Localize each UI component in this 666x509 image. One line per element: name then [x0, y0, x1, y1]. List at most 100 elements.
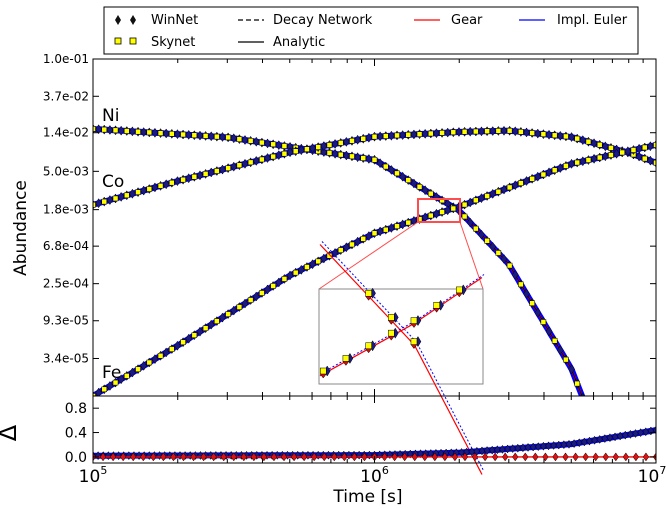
legend-decay-network-label: Decay Network — [273, 13, 373, 28]
skynet-point-co — [596, 142, 603, 148]
winnet-point-co — [264, 153, 271, 163]
winnet-point-ni — [95, 124, 102, 135]
winnet-point-ni — [185, 129, 193, 140]
skynet-point-fe — [191, 332, 198, 338]
winnet-point-co — [478, 126, 485, 137]
winnet-point-ni — [580, 392, 585, 396]
skynet-point-co — [428, 130, 434, 137]
winnet-point-fe — [590, 153, 598, 164]
skynet-point-fe — [236, 304, 243, 310]
winnet-point-co — [579, 135, 587, 146]
residual-point-impl-euler — [622, 430, 629, 440]
skynet-point-fe — [247, 297, 254, 303]
winnet-point-co — [388, 130, 395, 141]
residual-point-gear — [411, 452, 418, 462]
skynet-point-fe — [585, 157, 592, 163]
residual-point-impl-euler — [571, 439, 578, 449]
residual-point-gear — [140, 452, 147, 462]
winnet-point-fe — [635, 143, 643, 154]
skynet-point-co — [93, 202, 96, 208]
winnet-point-fe — [613, 148, 620, 159]
skynet-point-ni — [169, 131, 175, 137]
winnet-point-co — [590, 138, 598, 149]
skynet-point-fe — [596, 154, 603, 161]
winnet-point-co — [129, 188, 136, 199]
skynet-point-fe — [315, 258, 321, 265]
skynet-point-co — [439, 130, 445, 136]
winnet-point-co — [140, 185, 147, 196]
winnet-point-co — [95, 198, 102, 209]
skynet-point-ni — [214, 133, 220, 140]
y-tick-label: 9.3e-05 — [43, 314, 89, 328]
winnet-point-ni — [568, 364, 575, 375]
residual-point-impl-euler — [509, 444, 516, 454]
winnet-point-ni — [331, 148, 339, 159]
skynet-point-co — [506, 127, 513, 134]
winnet-point-co — [298, 145, 305, 156]
winnet-point-ni — [252, 136, 260, 147]
winnet-point-fe — [95, 387, 102, 396]
winnet-point-co — [275, 150, 283, 161]
winnet-point-co — [421, 128, 429, 139]
winnet-point-fe — [399, 219, 406, 230]
winnet-point-fe — [162, 347, 170, 358]
skynet-point-fe — [259, 290, 265, 296]
winnet-point-fe — [286, 270, 294, 281]
winnet-point-co — [376, 131, 384, 142]
winnet-point-co — [602, 141, 609, 152]
winnet-point-ni — [511, 270, 519, 280]
x-tick-label-exponent: 5 — [100, 464, 107, 477]
inset-skynet-point-fe — [342, 355, 350, 362]
skynet-point-co — [529, 130, 535, 136]
skynet-point-fe — [225, 311, 231, 317]
zoom-connector-left — [318, 221, 419, 290]
winnet-point-fe — [298, 264, 305, 275]
winnet-point-ni — [556, 345, 564, 356]
winnet-point-co — [219, 164, 226, 175]
residual-point-impl-euler — [417, 449, 424, 459]
residual-point-gear — [110, 452, 117, 462]
winnet-point-ni — [275, 140, 283, 151]
skynet-point-ni — [191, 132, 198, 138]
winnet-point-co — [556, 130, 564, 141]
skynet-point-fe — [563, 163, 569, 169]
skynet-point-fe — [360, 236, 366, 242]
skynet-point-ni — [225, 134, 231, 141]
skynet-point-fe — [630, 147, 637, 153]
skynet-point-co — [495, 128, 502, 134]
skynet-point-fe — [281, 276, 288, 282]
inset-series-fe — [319, 274, 485, 379]
inset-skynet-point-ni — [365, 290, 372, 297]
residual-point-impl-euler — [524, 442, 532, 452]
winnet-point-fe — [219, 312, 226, 323]
skynet-point-co — [315, 144, 321, 150]
skynet-point-ni — [135, 128, 141, 135]
winnet-point-fe — [466, 197, 474, 208]
winnet-point-fe — [624, 146, 632, 157]
residual-axis-title: Δ — [0, 424, 22, 441]
residual-point-impl-euler — [611, 432, 619, 442]
residual-point-impl-euler — [596, 434, 603, 444]
winnet-point-fe — [500, 184, 508, 195]
residual-point-gear — [160, 452, 167, 462]
legend-winnet-marker — [130, 15, 136, 25]
series-co — [93, 125, 656, 210]
winnet-point-fe — [140, 360, 147, 371]
residual-point-impl-euler — [627, 429, 634, 439]
winnet-point-co — [466, 126, 474, 137]
y-tick-label: 6.8e-04 — [43, 239, 89, 253]
residual-point-impl-euler — [176, 451, 184, 460]
skynet-point-ni — [124, 128, 130, 134]
winnet-point-fe — [556, 163, 564, 174]
skynet-point-fe — [540, 171, 547, 178]
skynet-point-fe — [292, 269, 299, 276]
winnet-point-co — [117, 191, 125, 202]
skynet-point-ni — [281, 143, 288, 149]
residual-point-gear — [431, 452, 438, 462]
skynet-point-co — [202, 171, 209, 177]
residual-point-gear — [130, 452, 137, 462]
winnet-point-co — [162, 179, 170, 190]
skynet-point-fe — [461, 201, 468, 208]
residual-point-gear — [381, 452, 388, 462]
